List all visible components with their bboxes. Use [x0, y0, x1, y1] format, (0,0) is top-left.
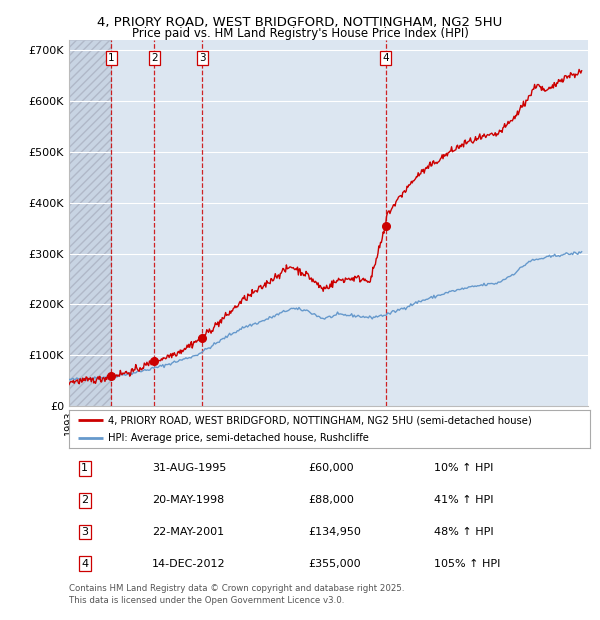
Text: 48% ↑ HPI: 48% ↑ HPI — [434, 527, 493, 537]
Text: 105% ↑ HPI: 105% ↑ HPI — [434, 559, 500, 569]
Text: 2: 2 — [151, 53, 158, 63]
Text: £60,000: £60,000 — [308, 464, 354, 474]
Text: 41% ↑ HPI: 41% ↑ HPI — [434, 495, 493, 505]
Text: 4, PRIORY ROAD, WEST BRIDGFORD, NOTTINGHAM, NG2 5HU: 4, PRIORY ROAD, WEST BRIDGFORD, NOTTINGH… — [97, 16, 503, 29]
Text: 31-AUG-1995: 31-AUG-1995 — [152, 464, 227, 474]
Text: 4: 4 — [382, 53, 389, 63]
Text: 20-MAY-1998: 20-MAY-1998 — [152, 495, 224, 505]
Text: 4: 4 — [81, 559, 88, 569]
Text: Contains HM Land Registry data © Crown copyright and database right 2025.
This d: Contains HM Land Registry data © Crown c… — [69, 584, 404, 605]
Text: 10% ↑ HPI: 10% ↑ HPI — [434, 464, 493, 474]
Text: 1: 1 — [108, 53, 115, 63]
Text: 1: 1 — [81, 464, 88, 474]
Bar — [69, 40, 111, 406]
Text: 2: 2 — [81, 495, 88, 505]
Text: 3: 3 — [81, 527, 88, 537]
Text: 4, PRIORY ROAD, WEST BRIDGFORD, NOTTINGHAM, NG2 5HU (semi-detached house): 4, PRIORY ROAD, WEST BRIDGFORD, NOTTINGH… — [108, 415, 532, 425]
Text: 22-MAY-2001: 22-MAY-2001 — [152, 527, 224, 537]
Text: 14-DEC-2012: 14-DEC-2012 — [152, 559, 226, 569]
Text: £134,950: £134,950 — [308, 527, 361, 537]
Text: 3: 3 — [199, 53, 205, 63]
Text: Price paid vs. HM Land Registry's House Price Index (HPI): Price paid vs. HM Land Registry's House … — [131, 27, 469, 40]
Text: £88,000: £88,000 — [308, 495, 355, 505]
Text: £355,000: £355,000 — [308, 559, 361, 569]
Text: HPI: Average price, semi-detached house, Rushcliffe: HPI: Average price, semi-detached house,… — [108, 433, 369, 443]
